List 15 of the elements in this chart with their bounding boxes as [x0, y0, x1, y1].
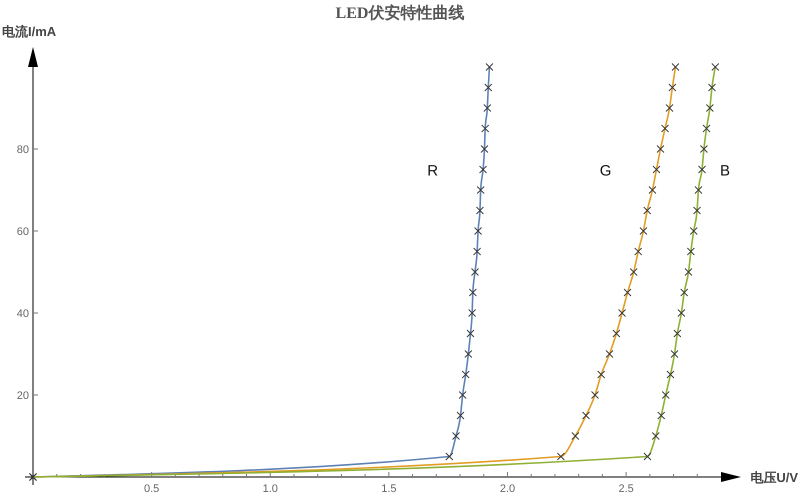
series-label: B	[720, 162, 730, 180]
y-tick-label: 20	[16, 390, 29, 402]
x-tick-label: 1.5	[381, 483, 397, 495]
x-tick-label: 1.0	[262, 483, 278, 495]
y-axis-title: 电流I/mA	[2, 24, 57, 39]
y-tick-label: 60	[16, 226, 29, 238]
x-tick-label: 2.5	[618, 483, 634, 495]
x-tick-label: 0.5	[144, 483, 160, 495]
chart-title: LED伏安特性曲线	[336, 3, 464, 22]
text: G	[600, 162, 612, 180]
text: R	[427, 162, 438, 180]
x-axis-title: 电压U/V	[750, 470, 798, 485]
y-tick-label: 40	[16, 308, 29, 320]
x-tick-label: 2.0	[500, 483, 516, 495]
y-tick-label: 80	[16, 144, 29, 156]
